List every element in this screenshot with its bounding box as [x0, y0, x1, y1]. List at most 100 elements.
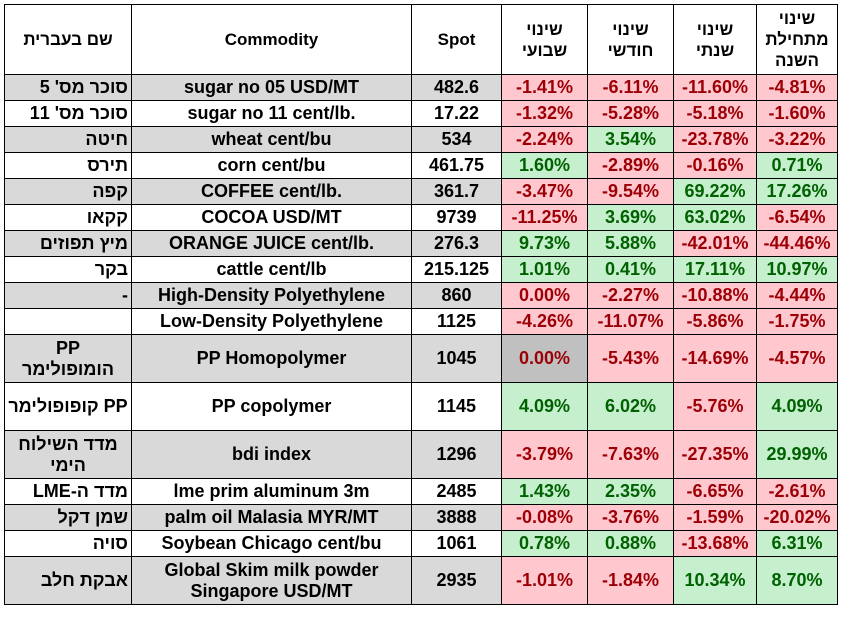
commodity-cell: ORANGE JUICE cent/lb. [131, 230, 412, 257]
monthly-change-cell: -7.63% [587, 430, 674, 479]
hebrew-name-cell: - [4, 282, 132, 309]
header-monthly-change: שינוי חודשי [587, 4, 674, 75]
monthly-change-cell: -6.11% [587, 74, 674, 101]
table-row: מיץ תפוזים ORANGE JUICE cent/lb. 276.3 9.73… [4, 230, 838, 257]
table-row: Low-Density Polyethylene 1125 -4.26% -11.07… [4, 308, 838, 335]
monthly-change-cell: -11.07% [587, 308, 674, 335]
weekly-change-cell: 9.73% [501, 230, 588, 257]
header-hebrew-name: שם בעברית [4, 4, 132, 75]
ytd-change-cell: 29.99% [756, 430, 838, 479]
ytd-change-cell: 0.71% [756, 152, 838, 179]
weekly-change-cell: -3.47% [501, 178, 588, 205]
ytd-change-cell: -6.54% [756, 204, 838, 231]
monthly-change-cell: -3.76% [587, 504, 674, 531]
hebrew-name-cell: קפה [4, 178, 132, 205]
table-row: אבקת חלב Global Skim milk powder Singapor… [4, 556, 838, 605]
weekly-change-cell: -1.41% [501, 74, 588, 101]
yearly-change-cell: -10.88% [673, 282, 757, 309]
hebrew-name-cell: מדד ה-LME [4, 478, 132, 505]
monthly-change-cell: -9.54% [587, 178, 674, 205]
spot-price-cell: 1145 [411, 382, 502, 431]
ytd-change-cell: 10.97% [756, 256, 838, 283]
monthly-change-cell: 3.69% [587, 204, 674, 231]
weekly-change-cell: -1.32% [501, 100, 588, 127]
ytd-change-cell: -3.22% [756, 126, 838, 153]
weekly-change-cell: -0.08% [501, 504, 588, 531]
commodity-cell: bdi index [131, 430, 412, 479]
commodity-cell: COCOA USD/MT [131, 204, 412, 231]
hebrew-name-cell: סוכר מס' 5 [4, 74, 132, 101]
table-row: PP קופופולימר PP copolymer 1145 4.09% 6.02% -… [4, 382, 838, 431]
hebrew-name-cell: מדד השילוח הימי [4, 430, 132, 479]
ytd-change-cell: -20.02% [756, 504, 838, 531]
weekly-change-cell: 1.43% [501, 478, 588, 505]
table-body: סוכר מס' 5 sugar no 05 USD/MT 482.6 -1.41% -… [4, 74, 838, 605]
yearly-change-cell: -23.78% [673, 126, 757, 153]
yearly-change-cell: -0.16% [673, 152, 757, 179]
ytd-change-cell: -4.44% [756, 282, 838, 309]
hebrew-name-cell: PP הומופולימר [4, 334, 132, 383]
weekly-change-cell: -1.01% [501, 556, 588, 605]
table-row: סוכר מס' 11 sugar no 11 cent/lb. 17.22 -1.3… [4, 100, 838, 127]
weekly-change-cell: -4.26% [501, 308, 588, 335]
spot-price-cell: 461.75 [411, 152, 502, 179]
monthly-change-cell: -5.28% [587, 100, 674, 127]
spot-price-cell: 361.7 [411, 178, 502, 205]
table-row: PP הומופולימר PP Homopolymer 1045 0.00% -5.4… [4, 334, 838, 383]
weekly-change-cell: -3.79% [501, 430, 588, 479]
monthly-change-cell: 5.88% [587, 230, 674, 257]
monthly-change-cell: -2.89% [587, 152, 674, 179]
yearly-change-cell: -14.69% [673, 334, 757, 383]
spot-price-cell: 276.3 [411, 230, 502, 257]
spot-price-cell: 215.125 [411, 256, 502, 283]
weekly-change-cell: 0.00% [501, 334, 588, 383]
commodity-cell: PP Homopolymer [131, 334, 412, 383]
spot-price-cell: 17.22 [411, 100, 502, 127]
spot-price-cell: 482.6 [411, 74, 502, 101]
monthly-change-cell: 6.02% [587, 382, 674, 431]
hebrew-name-cell: בקר [4, 256, 132, 283]
hebrew-name-cell [4, 308, 132, 335]
commodity-cell: Low-Density Polyethylene [131, 308, 412, 335]
spot-price-cell: 3888 [411, 504, 502, 531]
spot-price-cell: 9739 [411, 204, 502, 231]
yearly-change-cell: -5.76% [673, 382, 757, 431]
spot-price-cell: 1045 [411, 334, 502, 383]
spot-price-cell: 860 [411, 282, 502, 309]
table-row: שמן דקל palm oil Malasia MYR/MT 3888 -0.08%… [4, 504, 838, 531]
yearly-change-cell: 63.02% [673, 204, 757, 231]
monthly-change-cell: 0.88% [587, 530, 674, 557]
table-row: מדד השילוח הימי bdi index 1296 -3.79% -7.63%… [4, 430, 838, 479]
commodity-cell: palm oil Malasia MYR/MT [131, 504, 412, 531]
hebrew-name-cell: PP קופופולימר [4, 382, 132, 431]
monthly-change-cell: 2.35% [587, 478, 674, 505]
yearly-change-cell: -5.86% [673, 308, 757, 335]
commodity-cell: PP copolymer [131, 382, 412, 431]
table-row: קקאו COCOA USD/MT 9739 -11.25% 3.69% 63.02% -6… [4, 204, 838, 231]
hebrew-name-cell: סויה [4, 530, 132, 557]
hebrew-name-cell: חיטה [4, 126, 132, 153]
commodities-table: שם בעברית Commodity Spot שינוי שבועי שינ… [4, 4, 838, 605]
monthly-change-cell: 0.41% [587, 256, 674, 283]
weekly-change-cell: 0.78% [501, 530, 588, 557]
monthly-change-cell: -2.27% [587, 282, 674, 309]
table-row: מדד ה-LME lme prim aluminum 3m 2485 1.43% 2.… [4, 478, 838, 505]
yearly-change-cell: -6.65% [673, 478, 757, 505]
weekly-change-cell: 4.09% [501, 382, 588, 431]
weekly-change-cell: 1.01% [501, 256, 588, 283]
spot-price-cell: 2935 [411, 556, 502, 605]
ytd-change-cell: 8.70% [756, 556, 838, 605]
table-row: סוכר מס' 5 sugar no 05 USD/MT 482.6 -1.41% -… [4, 74, 838, 101]
commodity-cell: sugar no 11 cent/lb. [131, 100, 412, 127]
table-row: בקר cattle cent/lb 215.125 1.01% 0.41% 17.11%… [4, 256, 838, 283]
ytd-change-cell: -1.75% [756, 308, 838, 335]
header-commodity: Commodity [131, 4, 412, 75]
commodity-cell: Global Skim milk powder Singapore USD/MT [131, 556, 412, 605]
spot-price-cell: 1296 [411, 430, 502, 479]
ytd-change-cell: -4.81% [756, 74, 838, 101]
commodity-cell: COFFEE cent/lb. [131, 178, 412, 205]
commodity-cell: sugar no 05 USD/MT [131, 74, 412, 101]
table-row: קפה COFFEE cent/lb. 361.7 -3.47% -9.54% 69.22… [4, 178, 838, 205]
commodity-cell: wheat cent/bu [131, 126, 412, 153]
commodity-cell: lme prim aluminum 3m [131, 478, 412, 505]
